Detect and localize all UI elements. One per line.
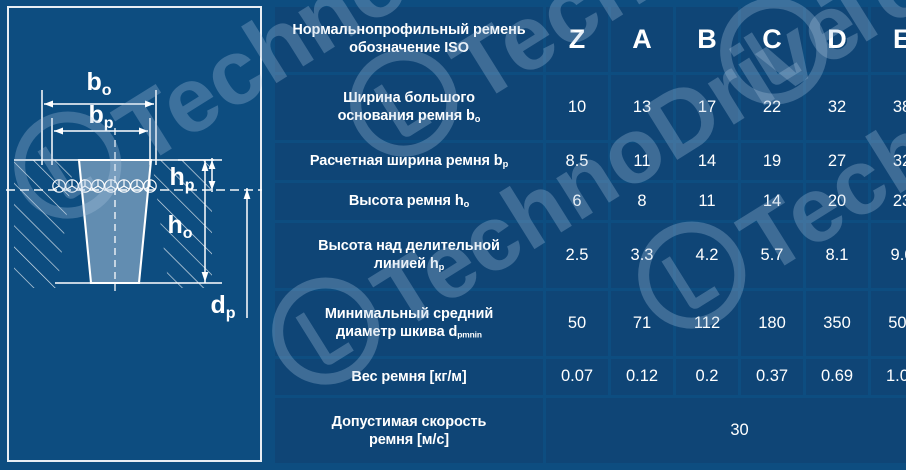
cell-value: 13 (611, 74, 673, 140)
cell-value: 17 (676, 74, 738, 140)
diagram-panel: bo bp hp ho dp (0, 0, 268, 470)
row-label-line2: ремня [м/с] (368, 431, 450, 448)
column-header-e: E (871, 7, 906, 72)
dimension-bp (51, 118, 151, 165)
row-label-subscript: pmnin (457, 329, 482, 340)
label-bo: bo (86, 68, 111, 99)
cell-value: 9.6 (871, 222, 906, 288)
cell-value: 32 (871, 142, 906, 180)
cell-value: 180 (741, 290, 803, 356)
row-label-line2: линией h (373, 256, 439, 273)
cell-value: 6 (546, 182, 608, 220)
cell-value: 14 (741, 182, 803, 220)
table-row: Высота ремня ho 6 8 11 14 20 23 (275, 182, 906, 220)
row-label-line2: основания ремня b (337, 107, 475, 124)
dimension-ho (178, 159, 222, 284)
cell-value: 11 (676, 182, 738, 220)
table-row: Высота над делительной линией hp 2.5 3.3… (275, 222, 906, 288)
column-header-d: D (806, 7, 868, 72)
cell-value: 38 (871, 74, 906, 140)
row-label-line1: Высота ремня h (348, 192, 464, 209)
specification-table-panel: Нормальнопрофильный ремень обозначение I… (268, 0, 906, 470)
row-label-line2: диаметр шкива d (336, 324, 458, 341)
cord (143, 179, 157, 193)
row-label-line1: Высота над делительной (318, 237, 500, 254)
row-label-height-above-pitch-line: Высота над делительной линией hp (275, 222, 543, 288)
cell-value: 3.3 (611, 222, 673, 288)
row-label-subscript: p (438, 262, 445, 273)
row-label-subscript: o (474, 114, 481, 124)
cord (130, 179, 144, 193)
diagram-frame-border (7, 6, 262, 462)
cell-value: 19 (741, 142, 803, 180)
cell-value: 500 (871, 290, 906, 356)
table-row: Вес ремня [кг/м] 0.07 0.12 0.2 0.37 0.69… (275, 358, 906, 396)
cell-value: 14 (676, 142, 738, 180)
dimension-hp (208, 158, 216, 192)
cell-value: 8.5 (546, 142, 608, 180)
cell-value: 2.5 (546, 222, 608, 288)
cell-value: 23 (871, 182, 906, 220)
column-header-a: A (611, 7, 673, 72)
cell-value: 5.7 (741, 222, 803, 288)
cell-value: 50 (546, 290, 608, 356)
cell-value: 22 (741, 74, 803, 140)
column-header-z: Z (546, 7, 608, 72)
row-label-belt-weight: Вес ремня [кг/м] (275, 358, 543, 396)
row-label-line1: Расчетная ширина ремня b (309, 153, 503, 170)
table-row: Расчетная ширина ремня bp 8.5 11 14 19 2… (275, 142, 906, 180)
cord (52, 179, 66, 193)
cell-value: 4.2 (676, 222, 738, 288)
row-label-line1: Допустимая скорость (331, 413, 487, 430)
column-header-c: C (741, 7, 803, 72)
row-label-line1: Ширина большого (343, 89, 475, 106)
row-label-belt-top-width: Ширина большого основания ремня bo (275, 74, 543, 140)
dimension-dp (243, 188, 251, 318)
row-label-line1: Минимальный средний (324, 306, 494, 323)
cell-value: 10 (546, 74, 608, 140)
label-bp: bp (88, 101, 113, 132)
cell-value: 0.12 (611, 358, 673, 396)
cell-value: 27 (806, 142, 868, 180)
row-label-permissible-belt-speed: Допустимая скорость ремня [м/с] (275, 398, 543, 463)
cell-value: 8.1 (806, 222, 868, 288)
row-label-belt-height: Высота ремня ho (275, 182, 543, 220)
cell-value: 0.07 (546, 358, 608, 396)
cell-value: 8 (611, 182, 673, 220)
cell-value: 112 (676, 290, 738, 356)
cell-value: 71 (611, 290, 673, 356)
cell-value: 20 (806, 182, 868, 220)
table-header-row: Нормальнопрофильный ремень обозначение I… (275, 7, 906, 72)
column-header-b: B (676, 7, 738, 72)
cell-value: 0.69 (806, 358, 868, 396)
cell-value: 1.03 (871, 358, 906, 396)
cord (117, 179, 131, 193)
row-label-line1: Вес ремня [кг/м] (351, 368, 467, 385)
v-belt-cross-section-diagram: bo bp hp ho dp (6, 68, 262, 322)
cell-value: 0.37 (741, 358, 803, 396)
row-label-subscript: o (463, 198, 470, 209)
row-label-min-pulley-diameter: Минимальный средний диаметр шкива dpmnin (275, 290, 543, 356)
table-row: Ширина большого основания ремня bo 10 13… (275, 74, 906, 140)
tension-cord-group (52, 179, 157, 193)
row-label-subscript: p (502, 159, 509, 170)
label-hp: hp (169, 163, 194, 194)
table-row: Минимальный средний диаметр шкива dpmnin… (275, 290, 906, 356)
table-row: Допустимая скорость ремня [м/с] 30 (275, 398, 906, 463)
row-label-pitch-width: Расчетная ширина ремня bp (275, 142, 543, 180)
label-dp: dp (210, 291, 235, 322)
cell-value-permissible-speed: 30 (546, 398, 906, 463)
v-belt-specification-table: Нормальнопрофильный ремень обозначение I… (272, 4, 906, 466)
cell-value: 32 (806, 74, 868, 140)
cell-value: 11 (611, 142, 673, 180)
cell-value: 350 (806, 290, 868, 356)
cell-value: 0.2 (676, 358, 738, 396)
dimension-bo (41, 90, 157, 165)
table-header-label: Нормальнопрофильный ремень обозначение I… (275, 7, 543, 72)
